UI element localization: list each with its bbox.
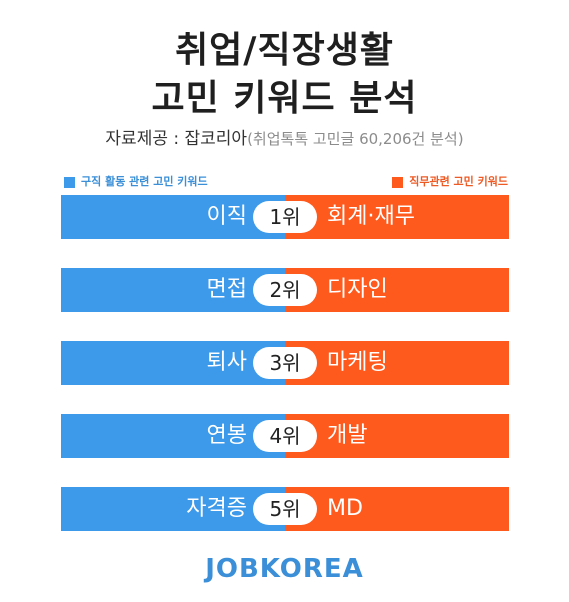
job-keyword: 회계·재무 — [327, 204, 415, 229]
jobkorea-logo: JOBKOREA — [205, 554, 364, 584]
source-note: 자료제공 : 잡코리아(취업톡톡 고민글 60,206건 분석) — [0, 128, 569, 150]
job-keyword: 디자인 — [327, 277, 388, 302]
rank-badge: 2위 — [253, 274, 317, 306]
job-keyword: 개발 — [327, 423, 368, 448]
keyword-rows: 이직 회계·재무 1위 면접 디자인 2위 퇴사 마케팅 3위 연봉 개발 4위… — [61, 195, 509, 560]
legend-job-label: 직무관련 고민 키워드 — [409, 175, 508, 188]
activity-keyword: 퇴사 — [206, 350, 247, 375]
legend-activity-swatch — [64, 176, 75, 188]
source-detail: (취업톡톡 고민글 60,206건 분석) — [247, 130, 464, 148]
rank-badge: 1위 — [253, 201, 317, 233]
legend-activity-label: 구직 활동 관련 고민 키워드 — [81, 175, 208, 188]
activity-bar — [61, 341, 285, 385]
rank-badge: 4위 — [253, 420, 317, 452]
activity-keyword: 면접 — [206, 277, 247, 302]
keyword-row: 연봉 개발 4위 — [61, 414, 509, 458]
job-bar — [285, 414, 509, 458]
job-bar — [285, 195, 509, 239]
job-bar — [285, 341, 509, 385]
keyword-row: 퇴사 마케팅 3위 — [61, 341, 509, 385]
activity-bar — [61, 487, 285, 531]
activity-bar — [61, 268, 285, 312]
title-line2: 고민 키워드 분석 — [151, 78, 418, 119]
rank-badge: 5위 — [253, 493, 317, 525]
source-main: 자료제공 : 잡코리아 — [105, 129, 248, 149]
job-bar — [285, 487, 509, 531]
legend-activity: 구직 활동 관련 고민 키워드 — [64, 175, 208, 189]
legend-job: 직무관련 고민 키워드 — [392, 175, 508, 189]
keyword-row: 면접 디자인 2위 — [61, 268, 509, 312]
legend-job-swatch — [392, 176, 404, 188]
activity-bar — [61, 414, 285, 458]
keyword-row: 이직 회계·재무 1위 — [61, 195, 509, 239]
activity-keyword: 자격증 — [186, 496, 247, 521]
activity-bar — [61, 195, 285, 239]
title-line1: 취업/직장생활 — [175, 30, 394, 71]
rank-badge: 3위 — [253, 347, 317, 379]
activity-keyword: 이직 — [206, 204, 247, 229]
keyword-row: 자격증 MD 5위 — [61, 487, 509, 531]
job-keyword: MD — [327, 496, 363, 521]
job-bar — [285, 268, 509, 312]
activity-keyword: 연봉 — [206, 423, 247, 448]
job-keyword: 마케팅 — [327, 350, 388, 375]
